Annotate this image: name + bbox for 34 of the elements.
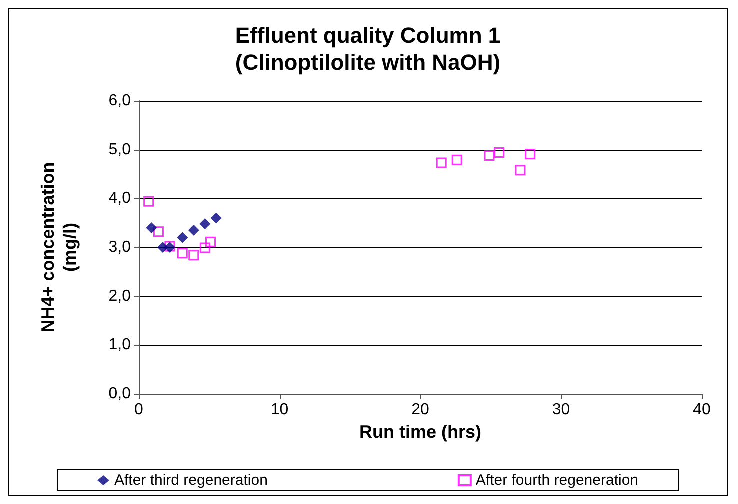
legend-label: After fourth regeneration xyxy=(476,472,639,489)
point xyxy=(436,158,447,168)
point xyxy=(146,222,158,234)
y-tick-label: 5,0 xyxy=(108,141,132,158)
x-tick-label: 0 xyxy=(134,402,144,418)
y-tick-label: 0,0 xyxy=(108,386,132,402)
point xyxy=(188,224,200,236)
point xyxy=(484,150,495,161)
point xyxy=(144,196,154,207)
y-tick-label: 6,0 xyxy=(108,92,132,110)
point xyxy=(206,236,216,248)
x-tick-label: 20 xyxy=(412,402,430,418)
x-tick-label: 40 xyxy=(693,402,711,418)
legend-label: After third regeneration xyxy=(114,472,268,489)
point xyxy=(200,218,211,230)
chart-title: Effluent quality Column 1 (Clinoptilolite with NaOH) xyxy=(235,23,501,75)
point xyxy=(515,165,526,176)
point xyxy=(200,242,210,254)
y-tick-label: 4,0 xyxy=(108,190,132,208)
y-tick-label: 1,0 xyxy=(108,336,132,354)
y-tick-label: 3,0 xyxy=(108,239,132,256)
x-tick-label: 10 xyxy=(270,402,289,418)
y-tick-label: 2,0 xyxy=(108,288,132,305)
x-tick-label: 30 xyxy=(552,402,570,418)
point xyxy=(494,148,505,158)
point xyxy=(177,248,188,259)
x-axis-title: Run time (hrs) xyxy=(359,422,482,442)
point xyxy=(452,154,462,166)
point xyxy=(210,212,222,224)
point xyxy=(153,226,164,238)
point xyxy=(525,148,536,160)
y-axis-title: NH4+ concentration (mg/l) xyxy=(38,162,80,333)
point xyxy=(188,250,200,261)
point xyxy=(177,232,188,244)
